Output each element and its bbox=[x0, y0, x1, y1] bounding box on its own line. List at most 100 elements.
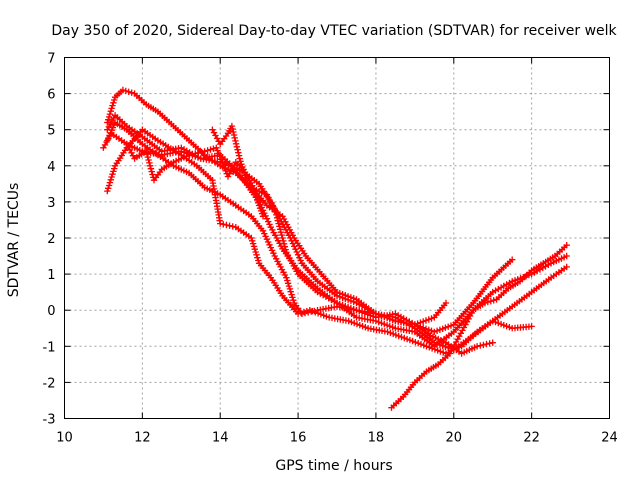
data-point-marker bbox=[297, 257, 304, 264]
data-point-marker bbox=[490, 297, 497, 304]
data-point-marker bbox=[111, 96, 118, 104]
data-point-marker bbox=[428, 315, 435, 322]
data-point-marker bbox=[144, 153, 151, 161]
data-point-marker bbox=[106, 179, 114, 186]
data-point-marker bbox=[426, 344, 433, 351]
data-point-marker bbox=[473, 343, 481, 350]
data-point-marker bbox=[107, 176, 114, 183]
data-point-marker bbox=[378, 312, 385, 320]
data-point-marker bbox=[381, 320, 388, 328]
data-point-marker bbox=[189, 151, 196, 158]
data-point-marker bbox=[436, 326, 444, 333]
data-point-marker bbox=[431, 346, 439, 353]
data-point-marker bbox=[345, 317, 352, 325]
data-point-marker bbox=[503, 323, 510, 330]
data-point-marker bbox=[351, 319, 358, 327]
data-point-marker bbox=[347, 294, 355, 301]
data-point-marker bbox=[210, 145, 217, 152]
data-point-marker bbox=[288, 291, 295, 298]
data-point-marker bbox=[220, 221, 227, 228]
data-point-marker bbox=[389, 324, 396, 331]
data-point-marker bbox=[185, 151, 193, 159]
data-point-marker bbox=[192, 150, 199, 157]
data-point-marker bbox=[235, 152, 243, 159]
data-point-marker bbox=[226, 222, 233, 229]
data-point-marker bbox=[395, 332, 402, 340]
data-point-marker bbox=[234, 146, 241, 153]
data-point-marker bbox=[213, 144, 220, 151]
data-point-marker bbox=[528, 323, 535, 330]
data-point-marker bbox=[431, 339, 438, 346]
data-point-marker bbox=[392, 331, 400, 339]
data-point-marker bbox=[265, 218, 272, 225]
data-point-marker bbox=[486, 340, 493, 347]
data-point-marker bbox=[284, 280, 292, 287]
data-point-marker bbox=[107, 108, 114, 115]
data-point-marker bbox=[146, 159, 153, 167]
data-point-marker bbox=[286, 285, 294, 293]
data-point-marker bbox=[266, 221, 273, 228]
data-point-marker bbox=[333, 288, 341, 296]
data-point-marker bbox=[277, 229, 285, 236]
data-point-marker bbox=[417, 341, 425, 348]
data-point-marker bbox=[387, 329, 394, 337]
data-point-marker bbox=[204, 147, 211, 154]
data-point-marker bbox=[356, 322, 363, 329]
data-point-marker bbox=[229, 125, 236, 133]
data-point-marker bbox=[428, 327, 435, 334]
data-point-marker bbox=[484, 298, 491, 306]
data-point-marker bbox=[489, 339, 496, 346]
data-point-marker bbox=[353, 320, 361, 328]
data-point-marker bbox=[378, 319, 385, 327]
data-point-marker bbox=[241, 172, 249, 179]
data-point-marker bbox=[259, 227, 267, 234]
data-point-marker bbox=[148, 168, 155, 175]
data-point-marker bbox=[147, 165, 155, 172]
data-point-marker bbox=[500, 322, 507, 329]
data-point-marker bbox=[247, 179, 255, 187]
data-point-marker bbox=[262, 233, 269, 240]
data-point-marker bbox=[477, 342, 484, 349]
data-point-marker bbox=[105, 185, 112, 192]
y-tick-label: -3 bbox=[43, 413, 56, 428]
data-point-marker bbox=[483, 340, 490, 348]
data-point-marker bbox=[389, 316, 396, 324]
data-point-marker bbox=[495, 319, 502, 327]
data-point-marker bbox=[145, 156, 152, 164]
data-point-marker bbox=[239, 163, 246, 171]
data-point-marker bbox=[305, 309, 312, 316]
data-point-marker bbox=[109, 102, 116, 109]
x-tick-label: 18 bbox=[368, 431, 385, 446]
data-point-marker bbox=[230, 131, 238, 139]
data-point-marker bbox=[308, 308, 315, 315]
series-track-8 bbox=[209, 122, 267, 220]
data-point-marker bbox=[221, 164, 228, 172]
data-point-marker bbox=[128, 89, 135, 96]
y-tick-label: -1 bbox=[43, 340, 56, 355]
data-point-marker bbox=[223, 221, 230, 229]
data-point-marker bbox=[358, 309, 366, 316]
data-point-marker bbox=[242, 175, 249, 182]
data-point-marker bbox=[563, 242, 570, 249]
data-point-marker bbox=[201, 148, 208, 155]
data-point-marker bbox=[143, 148, 150, 155]
data-point-marker bbox=[237, 158, 244, 165]
data-point-marker bbox=[342, 292, 349, 299]
data-point-marker bbox=[106, 110, 114, 118]
data-point-marker bbox=[375, 311, 382, 318]
data-point-marker bbox=[414, 320, 421, 327]
data-point-marker bbox=[437, 348, 444, 355]
data-point-marker bbox=[509, 256, 516, 263]
data-point-marker bbox=[293, 248, 300, 256]
data-point-marker bbox=[122, 87, 129, 95]
y-tick-label: 6 bbox=[47, 88, 55, 103]
data-point-marker bbox=[350, 295, 357, 302]
data-point-marker bbox=[442, 299, 450, 307]
y-axis-label: SDTVAR / TECUs bbox=[6, 183, 22, 298]
data-point-marker bbox=[336, 290, 343, 297]
series-track-6 bbox=[123, 140, 450, 328]
data-point-marker bbox=[372, 310, 380, 317]
data-point-marker bbox=[143, 151, 151, 158]
